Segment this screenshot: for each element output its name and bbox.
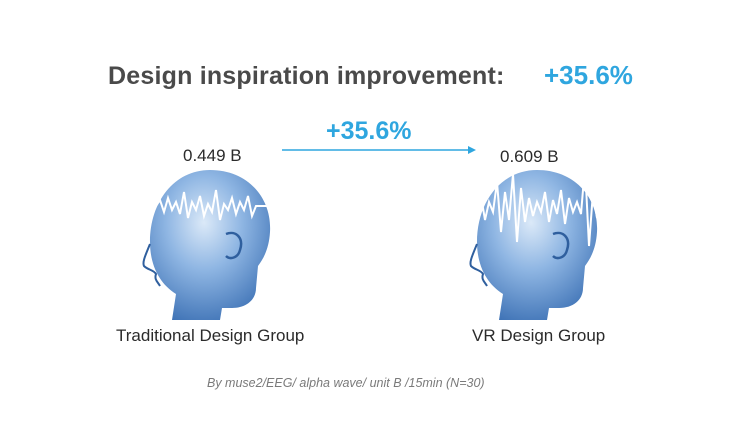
page-title: Design inspiration improvement: <box>108 62 505 90</box>
arrow-improvement-label: +35.6% <box>326 117 412 145</box>
arrow-right-icon <box>282 146 476 154</box>
head-eeg-icon-vr <box>456 165 624 320</box>
vr-value: 0.609 B <box>500 147 559 166</box>
traditional-group-label: Traditional Design Group <box>116 326 305 345</box>
title-improvement-percent: +35.6% <box>544 60 633 90</box>
vr-group-label: VR Design Group <box>472 326 606 345</box>
traditional-value: 0.449 B <box>183 146 242 165</box>
head-eeg-icon-traditional <box>142 170 272 320</box>
footnote: By muse2/EEG/ alpha wave/ unit B /15min … <box>207 376 485 390</box>
